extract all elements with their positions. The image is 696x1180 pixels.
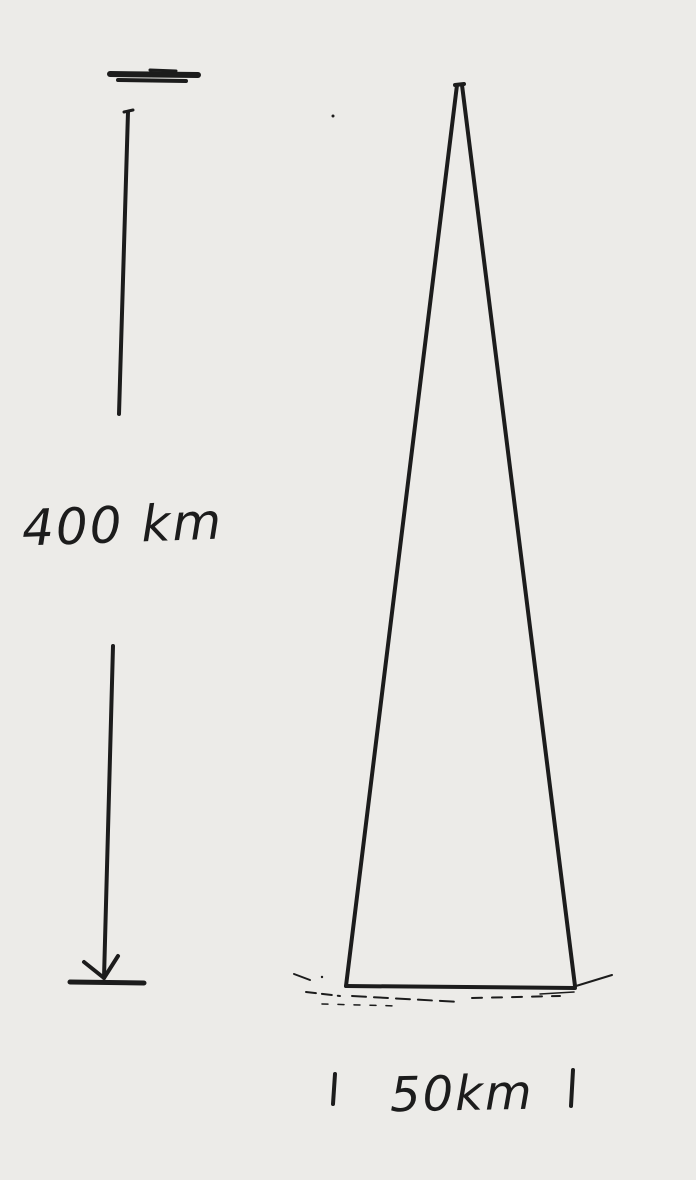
paper-speck: [320, 975, 324, 979]
height-dimension-line-upper: [117, 108, 135, 416]
paper-speck: [331, 114, 335, 118]
ground-hatching: [293, 973, 613, 1007]
triangle: [344, 82, 577, 990]
width-label: 50km: [389, 1064, 535, 1124]
width-tick-right: [569, 1068, 575, 1108]
height-label: 400 km: [21, 492, 224, 558]
arrowhead-icon: [82, 954, 120, 980]
ground-marker: [67, 979, 147, 986]
width-tick-left: [331, 1072, 337, 1106]
top-marker: [107, 68, 201, 83]
height-dimension-line-lower: [82, 644, 120, 980]
